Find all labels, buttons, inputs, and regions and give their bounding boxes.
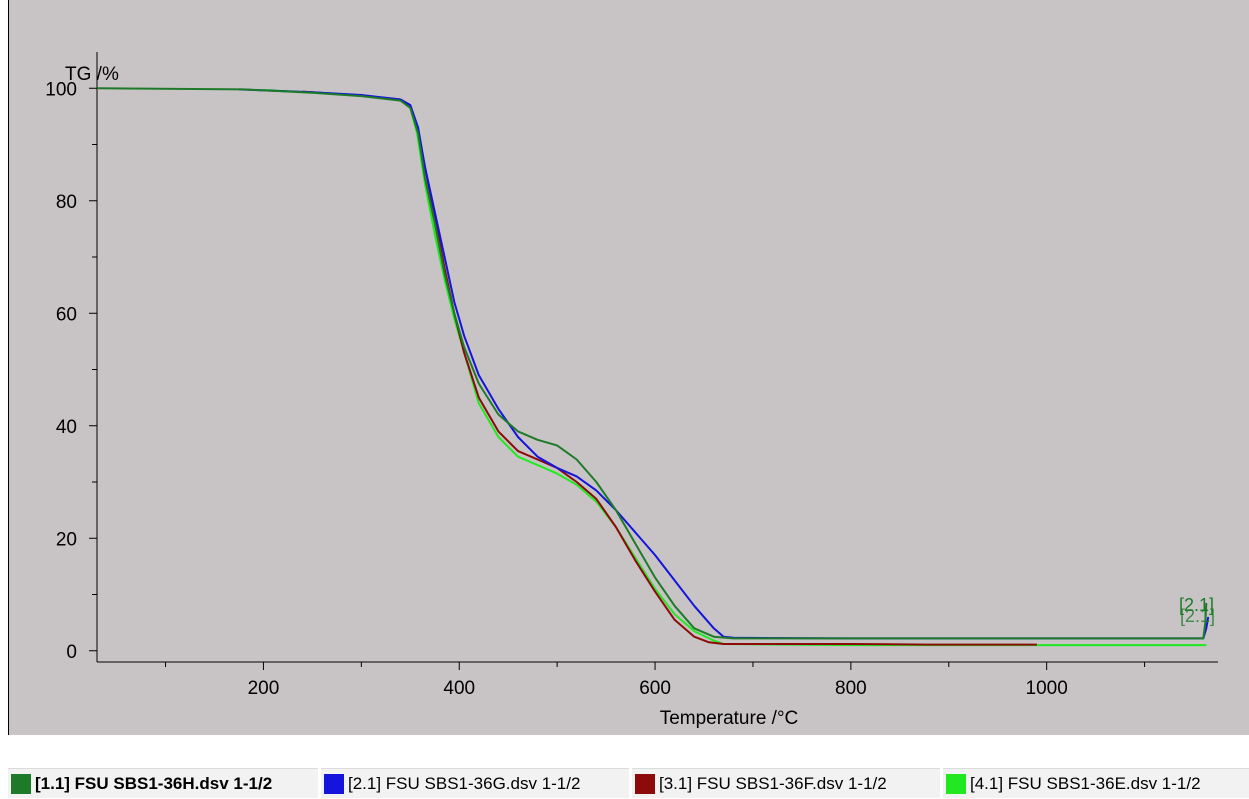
legend-item-3[interactable]: [3.1] FSU SBS1-36F.dsv 1-1/2 <box>632 768 940 798</box>
series-line-1 <box>96 87 1208 640</box>
series-line-4 <box>263 88 1207 647</box>
y-tick-label-40: 40 <box>56 417 77 438</box>
y-tick-label-0: 0 <box>66 642 77 663</box>
x-tick-label-200: 200 <box>248 678 280 699</box>
x-tick-label-600: 600 <box>639 678 671 699</box>
legend-swatch-2 <box>324 773 344 794</box>
end-label-bottom: [2.1] <box>1180 606 1215 626</box>
y-tick-label-20: 20 <box>56 529 77 550</box>
legend-item-2[interactable]: [2.1] FSU SBS1-36G.dsv 1-1/2 <box>321 768 629 798</box>
legend-label-1: [1.1] FSU SBS1-36H.dsv 1-1/2 <box>35 773 273 793</box>
legend-swatch-3 <box>635 773 655 794</box>
y-tick-label-100: 100 <box>45 79 77 100</box>
axes <box>96 52 1218 663</box>
x-axis-title: Temperature /°C <box>660 708 799 729</box>
y-tick-label-60: 60 <box>56 304 77 325</box>
series-line-3 <box>302 90 1037 646</box>
series-lines <box>96 87 1210 647</box>
tick-labels: 200 400 600 800 1000 0 20 40 60 80 100 <box>45 79 1068 699</box>
legend-item-1[interactable]: [1.1] FSU SBS1-36H.dsv 1-1/2 <box>8 768 318 798</box>
x-tick-label-1000: 1000 <box>1026 678 1068 699</box>
legend-bar: [1.1] FSU SBS1-36H.dsv 1-1/2 [2.1] FSU S… <box>8 768 1249 799</box>
y-axis-title: TG /% <box>65 64 119 85</box>
x-tick-label-400: 400 <box>443 678 475 699</box>
legend-label-3: [3.1] FSU SBS1-36F.dsv 1-1/2 <box>659 773 887 793</box>
end-label-top: [2.1] <box>1179 595 1214 615</box>
legend-item-4[interactable]: [4.1] FSU SBS1-36E.dsv 1-1/2 <box>943 768 1249 798</box>
tick-marks <box>89 87 1146 670</box>
legend-label-4: [4.1] FSU SBS1-36E.dsv 1-1/2 <box>970 773 1201 793</box>
tg-chart: TG /% Temperature /°C 200 400 600 800 100002… <box>45 52 1218 729</box>
x-tick-label-800: 800 <box>835 678 867 699</box>
legend-label-2: [2.1] FSU SBS1-36G.dsv 1-1/2 <box>348 773 581 793</box>
legend-swatch-4 <box>946 773 966 794</box>
y-tick-label-80: 80 <box>56 192 77 213</box>
series-line-2 <box>238 88 1210 640</box>
legend-swatch-1 <box>11 773 31 794</box>
plot-area: TG /% Temperature /°C 200 400 600 800 1000 0 2… <box>8 0 1249 735</box>
